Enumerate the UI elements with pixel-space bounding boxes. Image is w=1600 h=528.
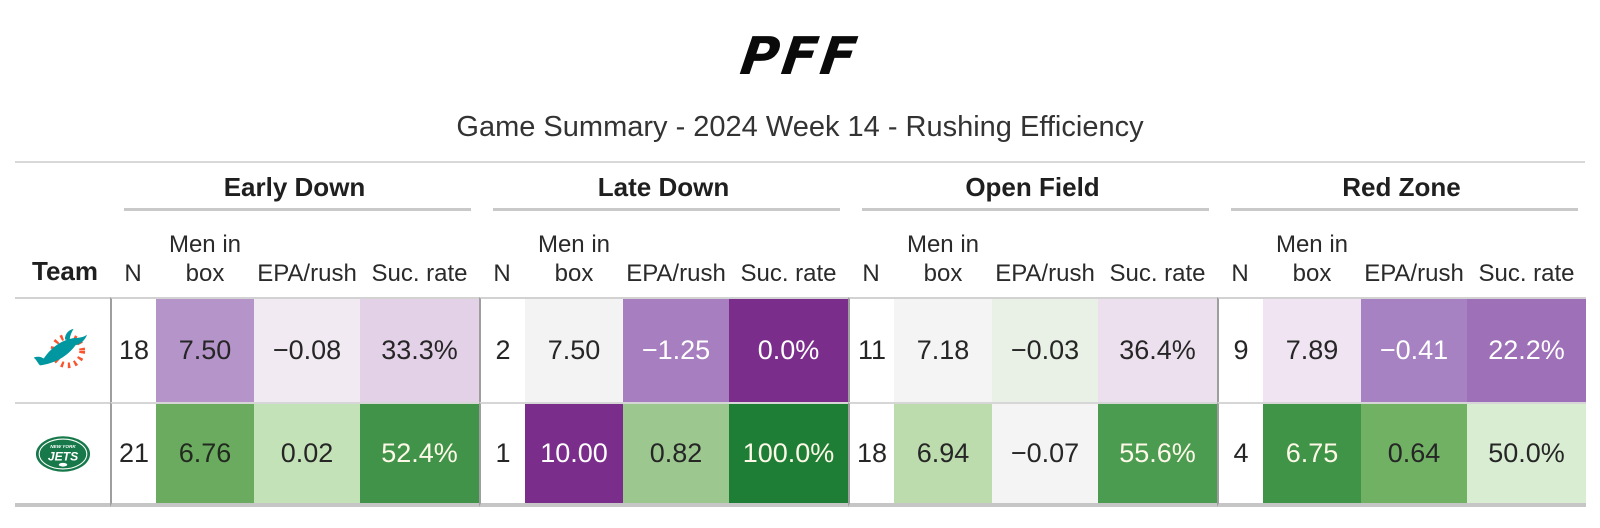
stat-cell-epa-rush: 0.02 [254,402,360,507]
col-header-n: N [124,259,142,287]
col-header-suc-rate: Suc. rate [1109,259,1206,287]
group-header-red-zone: Red Zone [1217,163,1586,211]
stat-cell-suc-rate: 33.3% [360,297,479,402]
group-header-early-down: Early Down [110,163,479,211]
group-header-late-down: Late Down [479,163,848,211]
stat-cell-men-in-box: 7.89 [1263,297,1361,402]
col-header-men-in-box: Men in box [906,231,980,287]
team-column-header: Team [32,256,98,286]
rushing-efficiency-table: Early Down Late Down Open Field Red Zone… [15,163,1586,507]
stat-cell-suc-rate: 50.0% [1467,402,1586,507]
col-header-epa-rush: EPA/rush [995,259,1095,287]
miami-dolphins-logo [33,328,87,368]
stat-cell-suc-rate: 55.6% [1098,402,1217,507]
stat-cell-epa-rush: 0.64 [1361,402,1467,507]
stat-cell-suc-rate: 36.4% [1098,297,1217,402]
stat-cell-epa-rush: −0.03 [992,297,1098,402]
stat-cell-suc-rate: 52.4% [360,402,479,507]
col-header-n: N [493,259,511,287]
stat-cell-epa-rush: −0.41 [1361,297,1467,402]
col-header-suc-rate: Suc. rate [1478,259,1575,287]
group-header-open-field: Open Field [848,163,1217,211]
stat-cell-epa-rush: 0.82 [623,402,729,507]
header: PFF [0,27,1600,88]
stat-cell-n: 18 [110,297,156,402]
col-header-men-in-box: Men in box [168,231,242,287]
col-header-suc-rate: Suc. rate [740,259,837,287]
new-york-jets-logo: NEW YORK JETS [35,435,90,472]
col-header-epa-rush: EPA/rush [257,259,357,287]
col-header-men-in-box: Men in box [1275,231,1349,287]
stat-cell-epa-rush: −1.25 [623,297,729,402]
stat-cell-n: 4 [1217,402,1263,507]
header-divider [15,161,1585,163]
group-header-spacer [15,163,110,211]
stat-cell-epa-rush: −0.08 [254,297,360,402]
stat-cell-men-in-box: 7.50 [525,297,623,402]
team-logo-cell-dolphins [15,297,110,402]
col-header-n: N [1231,259,1249,287]
col-header-epa-rush: EPA/rush [626,259,726,287]
stat-cell-n: 18 [848,402,894,507]
stat-cell-n: 11 [848,297,894,402]
col-header-n: N [862,259,880,287]
stat-cell-men-in-box: 7.18 [894,297,992,402]
col-header-suc-rate: Suc. rate [371,259,468,287]
stat-cell-men-in-box: 6.76 [156,402,254,507]
col-header-men-in-box: Men in box [537,231,611,287]
stat-cell-suc-rate: 0.0% [729,297,848,402]
stat-cell-n: 9 [1217,297,1263,402]
stat-cell-men-in-box: 6.94 [894,402,992,507]
stat-cell-men-in-box: 7.50 [156,297,254,402]
page-title: Game Summary - 2024 Week 14 - Rushing Ef… [456,111,1144,143]
stat-cell-suc-rate: 100.0% [729,402,848,507]
stat-cell-men-in-box: 6.75 [1263,402,1361,507]
stat-cell-n: 21 [110,402,156,507]
svg-text:JETS: JETS [47,449,77,463]
col-header-epa-rush: EPA/rush [1364,259,1464,287]
stat-cell-n: 2 [479,297,525,402]
stat-cell-epa-rush: −0.07 [992,402,1098,507]
svg-text:NEW YORK: NEW YORK [50,443,76,448]
stat-cell-men-in-box: 10.00 [525,402,623,507]
team-logo-cell-jets: NEW YORK JETS [15,402,110,507]
stat-cell-suc-rate: 22.2% [1467,297,1586,402]
pff-logo: PFF [736,27,864,87]
stat-cell-n: 1 [479,402,525,507]
